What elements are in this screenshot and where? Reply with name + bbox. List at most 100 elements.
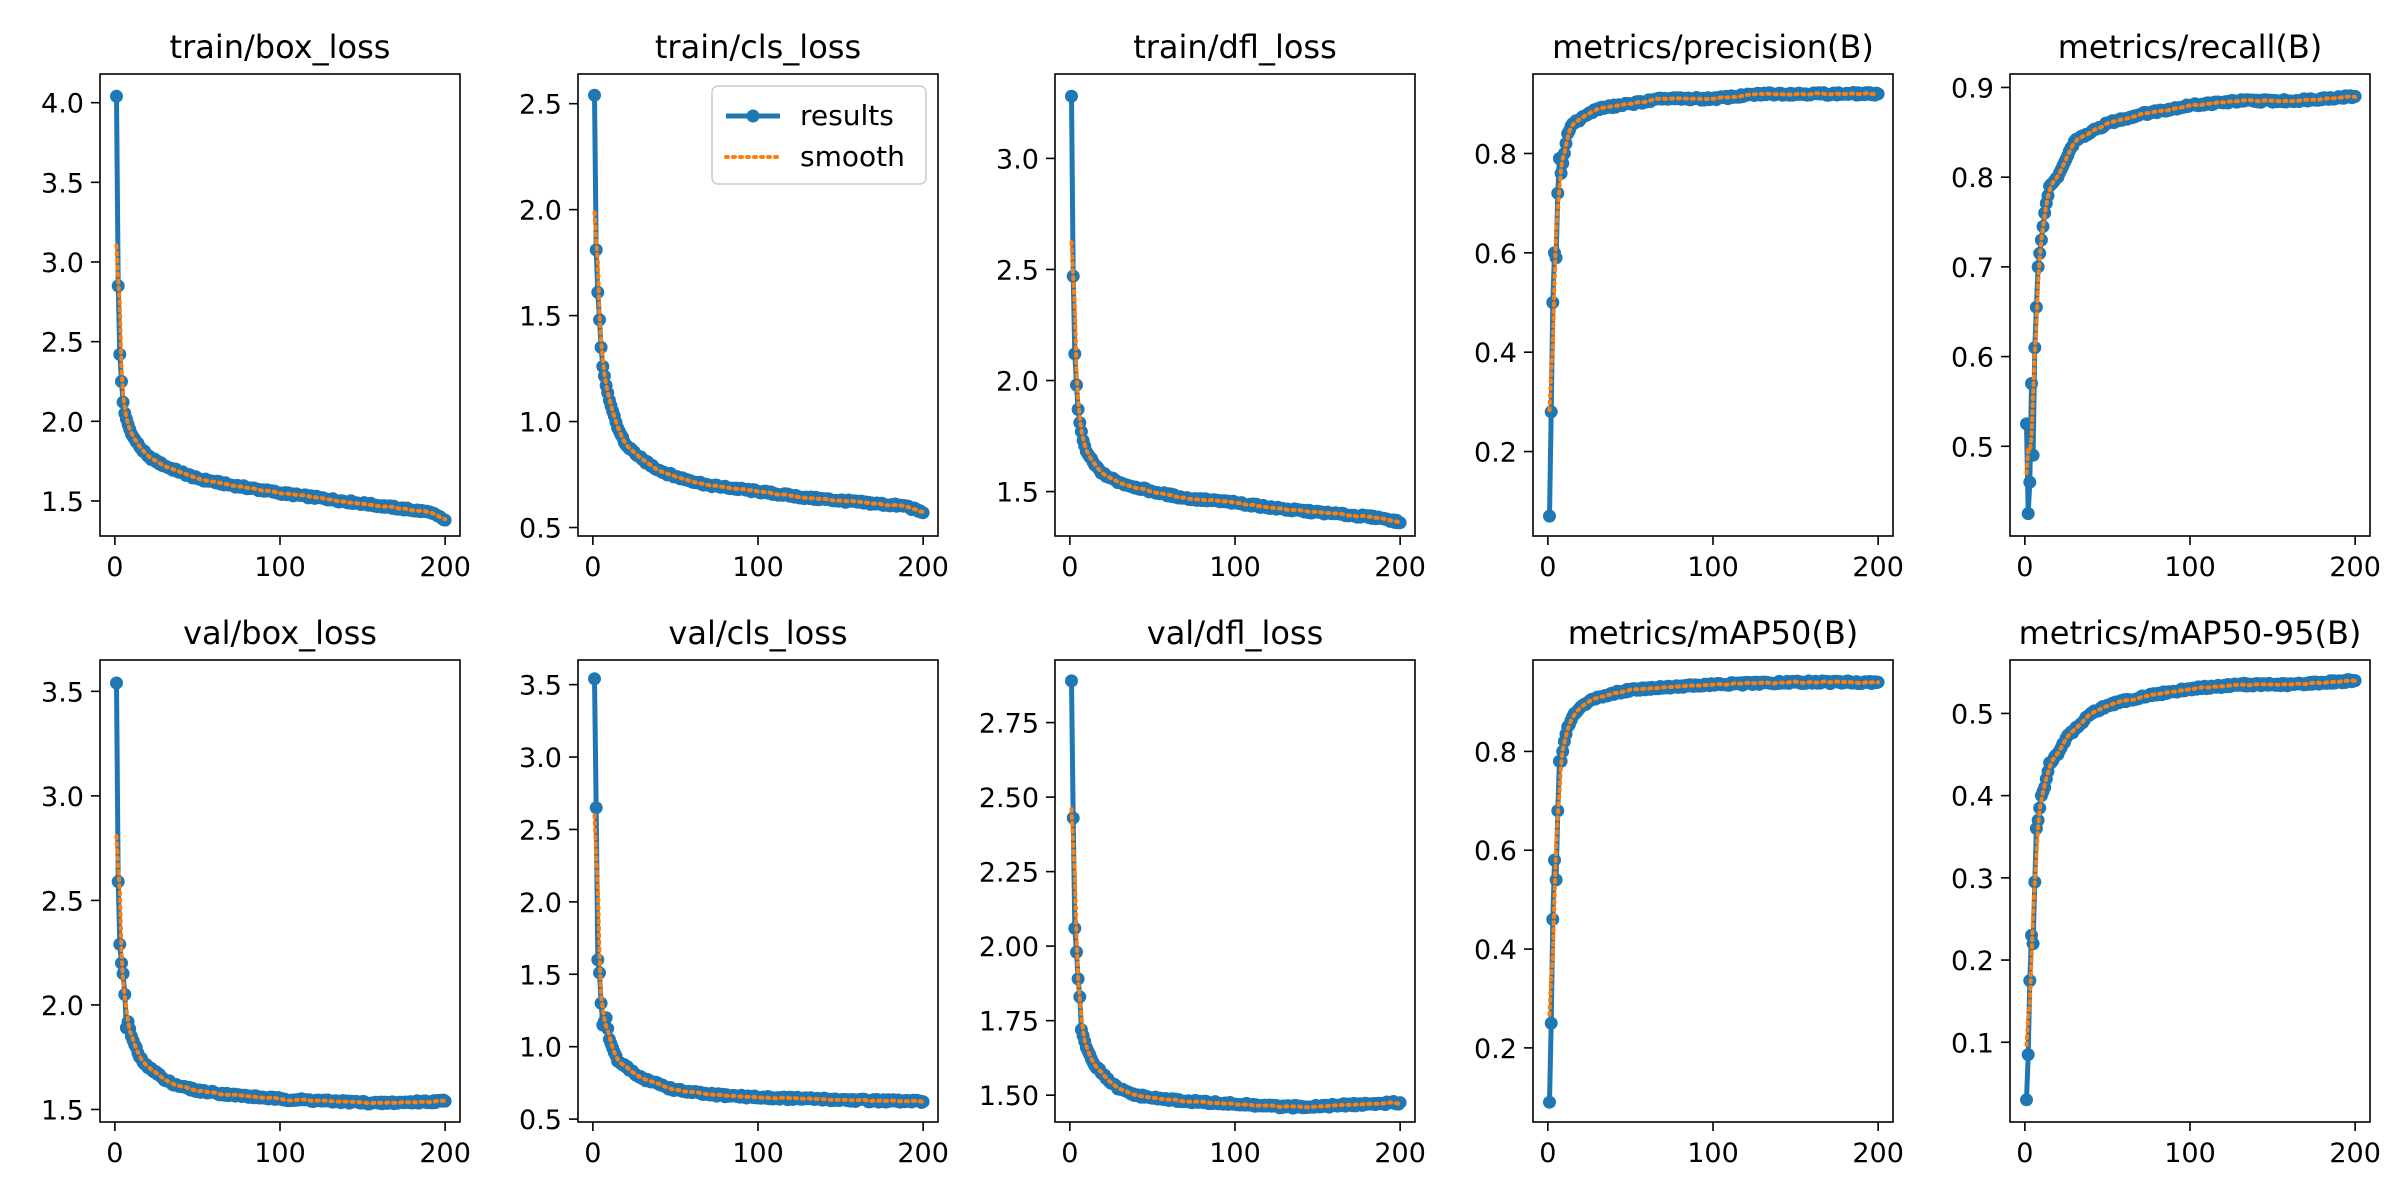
y-tick-label: 0.5: [519, 514, 562, 545]
chart-panel-3: train/dfl_loss 0 100 200 1.5 2.0 2.5 3.0: [996, 28, 1426, 583]
y-tick-label: 3.5: [41, 168, 84, 199]
y-tick-label: 1.5: [519, 302, 562, 333]
y-tick-label: 0.8: [1474, 737, 1517, 768]
results-markers: [1065, 674, 1407, 1115]
axes-frame: [2009, 659, 2371, 1123]
x-tick-label: 100: [1687, 552, 1739, 583]
chart-title: train/cls_loss: [655, 28, 861, 66]
y-tick-label: 0.8: [1951, 163, 1994, 194]
y-tick-label: 0.4: [1951, 782, 1994, 813]
chart-panel-4: metrics/precision(B) 0 100 200 0.2 0.4 0.6 0.8: [1474, 28, 1904, 583]
smooth-line: [2024, 94, 2358, 476]
results-line: [114, 682, 447, 1107]
chart-panel-8: val/dfl_loss 0 100 200 1.50 1.75 2.00 2.25 2.50 2…: [979, 614, 1426, 1169]
y-tick-label: 0.7: [1951, 253, 1994, 284]
y-tick-label: 0.2: [1474, 1034, 1517, 1065]
results-markers: [588, 672, 930, 1109]
results-point: [1393, 516, 1407, 530]
results-point: [1543, 509, 1556, 523]
x-tick-label: 200: [419, 1138, 471, 1169]
axes-frame: [577, 659, 939, 1123]
y-tick-label: 0.9: [1951, 73, 1994, 104]
y-tick-label: 0.5: [1951, 699, 1994, 730]
results-point: [118, 988, 132, 1001]
chart-panel-2: train/cls_loss 0 100 200 0.5 1.0 1.5 2.0 2.5 resu…: [519, 28, 949, 583]
chart-panel-7: val/cls_loss 0 100 200 0.5 1.0 1.5 2.0 2.5 3.0 3.5: [519, 614, 949, 1169]
x-tick-label: 200: [1374, 1138, 1426, 1169]
results-point: [110, 89, 123, 103]
results-line: [1547, 90, 1880, 517]
y-tick-label: 0.5: [1951, 432, 1994, 463]
smooth-line: [2024, 678, 2358, 1047]
results-markers: [2020, 673, 2362, 1107]
results-markers: [2020, 89, 2362, 521]
y-tick-label: 2.0: [519, 888, 562, 919]
smooth-line: [1547, 91, 1881, 413]
y-tick-label: 2.0: [41, 991, 84, 1022]
axes-frame: [1532, 659, 1894, 1123]
smooth-line: [114, 243, 448, 522]
x-tick-label: 200: [897, 552, 949, 583]
chart-title: metrics/mAP50-95(B): [2019, 614, 2362, 652]
chart-panel-6: val/box_loss 0 100 200 1.5 2.0 2.5 3.0 3.5: [41, 614, 471, 1169]
axes-frame: [1054, 73, 1416, 537]
x-tick-label: 100: [732, 1138, 784, 1169]
results-point: [2021, 1048, 2035, 1062]
smooth-line: [114, 834, 448, 1106]
y-tick-label: 3.0: [519, 743, 562, 774]
chart-panel-10: metrics/mAP50-95(B) 0 100 200 0.1 0.2 0.3 0.4 0.…: [1951, 614, 2381, 1169]
axes-frame: [2009, 73, 2371, 537]
results-markers: [110, 676, 452, 1111]
chart-panel-5: metrics/recall(B) 0 100 200 0.5 0.6 0.7 0.8 0.9: [1951, 28, 2381, 583]
x-tick-label: 0: [584, 1138, 601, 1169]
y-tick-label: 2.0: [519, 196, 562, 227]
results-point: [588, 672, 601, 686]
y-tick-label: 1.5: [996, 478, 1039, 509]
y-tick-label: 2.00: [979, 932, 1039, 963]
axes-frame: [1532, 73, 1894, 537]
results-point: [1065, 89, 1078, 103]
results-markers: [1543, 674, 1885, 1109]
results-markers: [110, 89, 452, 527]
y-tick-label: 1.5: [41, 487, 84, 518]
y-tick-label: 3.0: [41, 248, 84, 279]
x-tick-label: 0: [1539, 552, 1556, 583]
results-point: [1544, 1016, 1558, 1030]
x-tick-label: 0: [2016, 552, 2033, 583]
x-tick-label: 100: [732, 552, 784, 583]
results-point: [1543, 1095, 1556, 1109]
y-tick-label: 0.4: [1474, 935, 1517, 966]
x-tick-label: 200: [2329, 552, 2381, 583]
y-tick-label: 2.0: [41, 407, 84, 438]
x-tick-label: 200: [1852, 1138, 1904, 1169]
x-tick-label: 200: [1374, 552, 1426, 583]
chart-title: val/cls_loss: [668, 614, 847, 652]
results-point: [589, 801, 603, 815]
x-tick-label: 100: [2164, 552, 2216, 583]
results-markers: [1543, 86, 1885, 523]
y-tick-label: 2.5: [519, 815, 562, 846]
y-tick-label: 0.6: [1474, 239, 1517, 270]
smooth-line: [592, 813, 926, 1104]
x-tick-label: 0: [1539, 1138, 1556, 1169]
legend-label-results: results: [800, 99, 894, 132]
y-tick-label: 1.0: [519, 1033, 562, 1064]
results-point: [2020, 417, 2033, 431]
chart-panel-9: metrics/mAP50(B) 0 100 200 0.2 0.4 0.6 0.8: [1474, 614, 1904, 1169]
chart-title: metrics/mAP50(B): [1568, 614, 1859, 652]
y-tick-label: 2.25: [979, 858, 1039, 889]
x-tick-label: 100: [2164, 1138, 2216, 1169]
y-tick-label: 4.0: [41, 89, 84, 120]
x-tick-label: 0: [1061, 1138, 1078, 1169]
y-tick-label: 1.50: [979, 1081, 1039, 1112]
chart-title: train/box_loss: [170, 28, 391, 66]
results-point: [1065, 674, 1078, 688]
smooth-line: [1547, 679, 1881, 1017]
chart-title: metrics/recall(B): [2058, 28, 2323, 66]
results-point: [1393, 1096, 1407, 1110]
results-point: [2038, 206, 2052, 220]
results-point: [2021, 507, 2035, 521]
y-tick-label: 1.5: [41, 1095, 84, 1126]
smooth-line: [1069, 240, 1403, 525]
